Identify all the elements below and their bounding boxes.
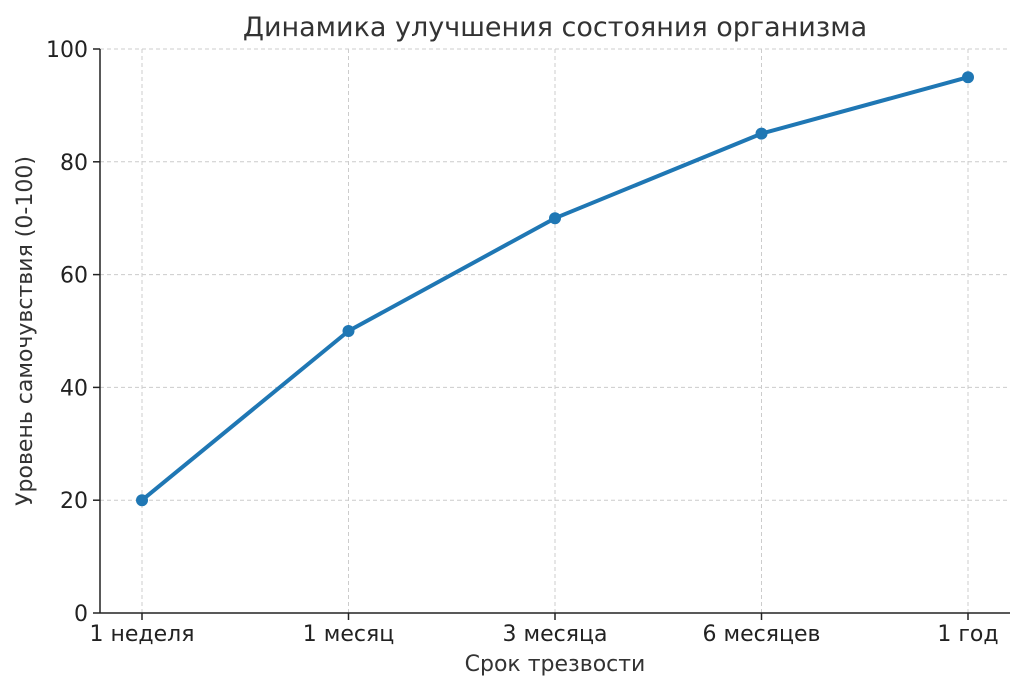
x-tick-label: 1 неделя (90, 622, 195, 647)
y-axis-ticks: 0 20 40 60 80 100 (46, 38, 100, 627)
x-axis-ticks: 1 неделя 1 месяц 3 месяца 6 месяцев 1 год (90, 613, 999, 647)
data-point (342, 325, 355, 337)
y-tick-label: 60 (60, 264, 88, 289)
x-tick-label: 1 год (937, 622, 998, 647)
grid-lines (100, 48, 1010, 613)
data-point (549, 212, 561, 225)
y-tick-label: 40 (60, 376, 88, 401)
x-axis-label: Срок трезвости (465, 652, 646, 677)
y-axis-label: Уровень самочувствия (0-100) (13, 156, 38, 506)
y-tick-label: 0 (74, 602, 88, 627)
y-tick-label: 100 (46, 38, 88, 63)
x-tick-label: 3 месяца (503, 622, 608, 647)
x-tick-label: 1 месяц (303, 622, 394, 647)
y-tick-label: 20 (60, 489, 88, 514)
y-tick-label: 80 (60, 151, 88, 176)
x-tick-label: 6 месяцев (703, 622, 821, 647)
data-series (136, 71, 974, 507)
data-point (136, 494, 148, 507)
data-point (755, 127, 768, 140)
data-point (962, 71, 974, 84)
chart-title: Динамика улучшения состояния организма (243, 12, 867, 43)
